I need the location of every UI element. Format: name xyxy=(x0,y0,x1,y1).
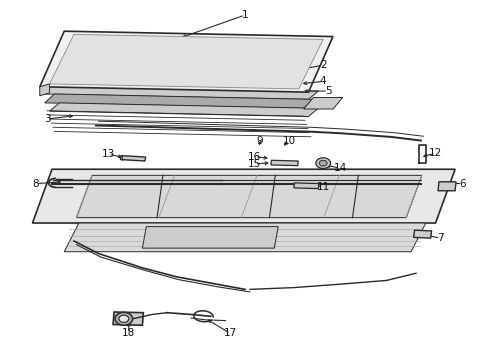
Text: 3: 3 xyxy=(44,114,50,124)
Circle shape xyxy=(319,160,327,166)
Polygon shape xyxy=(438,182,456,191)
Polygon shape xyxy=(294,183,319,189)
Polygon shape xyxy=(113,312,144,325)
Text: 2: 2 xyxy=(320,60,326,70)
Text: 6: 6 xyxy=(459,179,466,189)
Polygon shape xyxy=(76,175,422,218)
Circle shape xyxy=(316,158,331,168)
Text: 4: 4 xyxy=(320,76,326,86)
Polygon shape xyxy=(121,156,146,161)
Polygon shape xyxy=(49,35,323,89)
Circle shape xyxy=(119,315,129,322)
Text: 8: 8 xyxy=(32,179,39,189)
Text: 7: 7 xyxy=(437,233,444,243)
Polygon shape xyxy=(64,223,426,252)
Text: 13: 13 xyxy=(101,149,115,159)
Text: 15: 15 xyxy=(248,159,261,169)
Circle shape xyxy=(115,312,133,325)
Polygon shape xyxy=(40,86,318,99)
Text: 17: 17 xyxy=(224,328,237,338)
Polygon shape xyxy=(414,230,432,238)
Text: 9: 9 xyxy=(256,136,263,145)
Text: 18: 18 xyxy=(122,328,135,338)
Text: 1: 1 xyxy=(242,10,248,20)
Polygon shape xyxy=(304,98,343,109)
Polygon shape xyxy=(143,226,278,248)
Text: 14: 14 xyxy=(334,163,347,173)
Text: 11: 11 xyxy=(317,182,330,192)
Text: 12: 12 xyxy=(429,148,442,158)
Polygon shape xyxy=(40,84,49,96)
Polygon shape xyxy=(40,31,333,92)
Text: 10: 10 xyxy=(282,136,295,145)
Text: 5: 5 xyxy=(325,86,331,96)
Polygon shape xyxy=(49,103,319,117)
Polygon shape xyxy=(45,94,314,108)
Polygon shape xyxy=(32,169,455,223)
Polygon shape xyxy=(271,160,298,166)
Text: 16: 16 xyxy=(248,152,261,162)
